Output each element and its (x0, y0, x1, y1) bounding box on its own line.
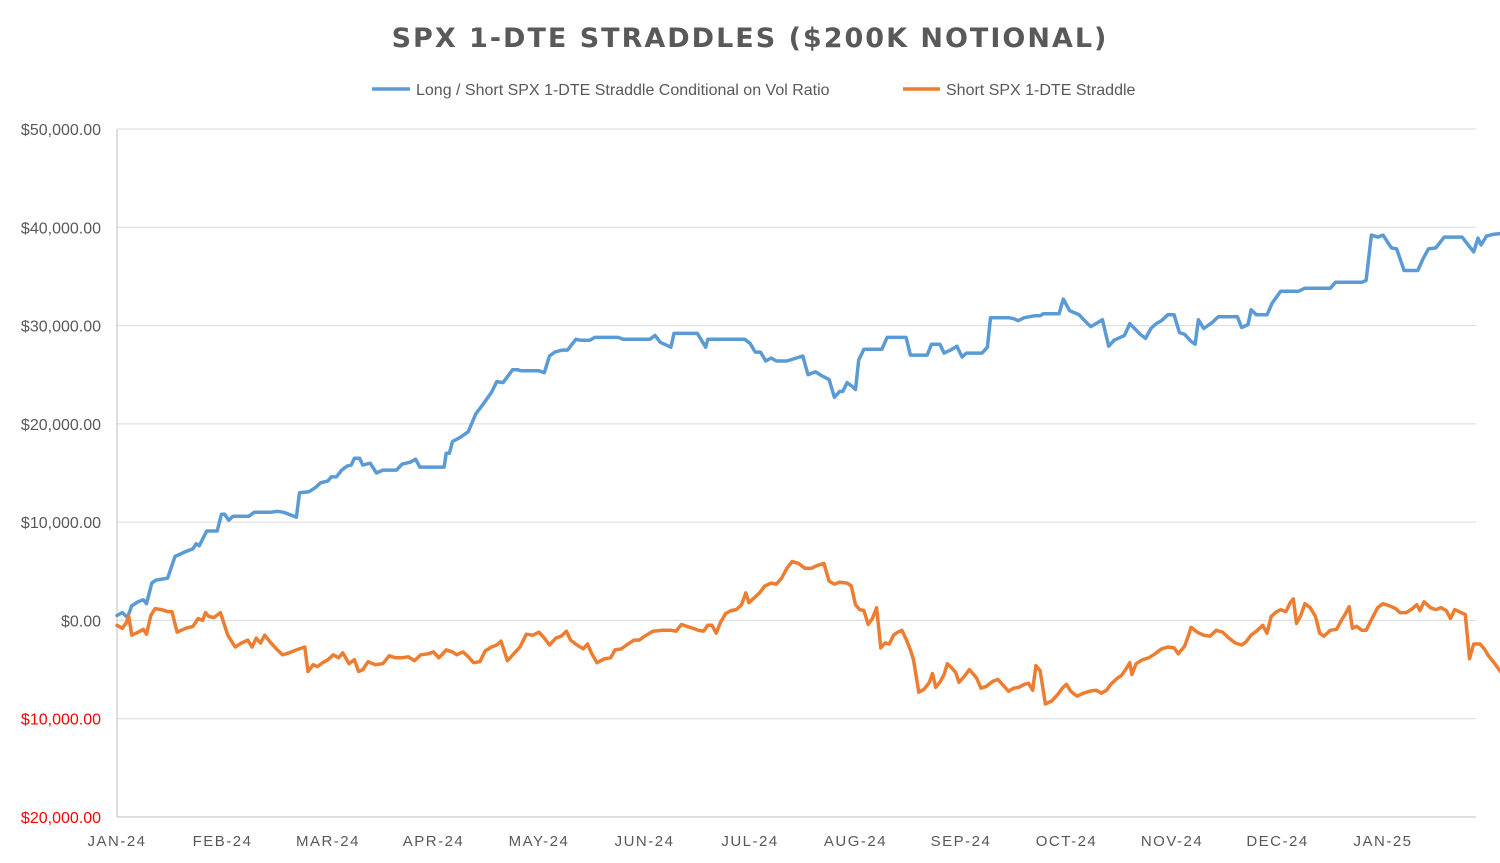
x-tick-label: OCT-24 (1036, 833, 1098, 850)
x-tick-label: JAN-24 (87, 833, 146, 850)
y-tick-label: $20,000.00 (21, 810, 101, 827)
y-tick-label: $10,000.00 (21, 712, 101, 729)
x-tick-label: MAR-24 (296, 833, 360, 850)
x-tick-label: AUG-24 (824, 833, 887, 850)
y-tick-label: $20,000.00 (21, 417, 101, 434)
legend-label-long-short: Long / Short SPX 1-DTE Straddle Conditio… (416, 82, 830, 99)
y-tick-label: $30,000.00 (21, 319, 101, 336)
x-tick-label: NOV-24 (1141, 833, 1203, 850)
y-tick-label: $10,000.00 (21, 515, 101, 532)
x-tick-label: JUL-24 (721, 833, 778, 850)
series-line-long-short (115, 231, 1500, 620)
x-tick-label: FEB-24 (193, 833, 253, 850)
x-tick-label: APR-24 (403, 833, 465, 850)
y-tick-label: $0.00 (61, 613, 101, 630)
legend: Long / Short SPX 1-DTE Straddle Conditio… (372, 82, 1136, 99)
y-tick-label: $40,000.00 (21, 220, 101, 237)
legend-label-short-straddle: Short SPX 1-DTE Straddle (946, 82, 1136, 99)
x-tick-label: MAY-24 (509, 833, 570, 850)
legend-item-short-straddle[interactable]: Short SPX 1-DTE Straddle (903, 82, 1136, 99)
x-tick-label: JAN-25 (1353, 833, 1412, 850)
x-tick-label: DEC-24 (1246, 833, 1308, 850)
y-tick-label: $50,000.00 (21, 122, 101, 139)
x-tick-label: JUN-24 (615, 833, 675, 850)
chart-title: SPX 1-DTE STRADDLES ($200K NOTIONAL) (392, 23, 1109, 54)
plot-area: $50,000.00 $40,000.00 $30,000.00 $20,000.00… (21, 122, 1500, 850)
legend-item-long-short[interactable]: Long / Short SPX 1-DTE Straddle Conditio… (372, 82, 830, 99)
x-tick-label: SEP-24 (931, 833, 992, 850)
series-line-short-straddle (115, 559, 1500, 706)
